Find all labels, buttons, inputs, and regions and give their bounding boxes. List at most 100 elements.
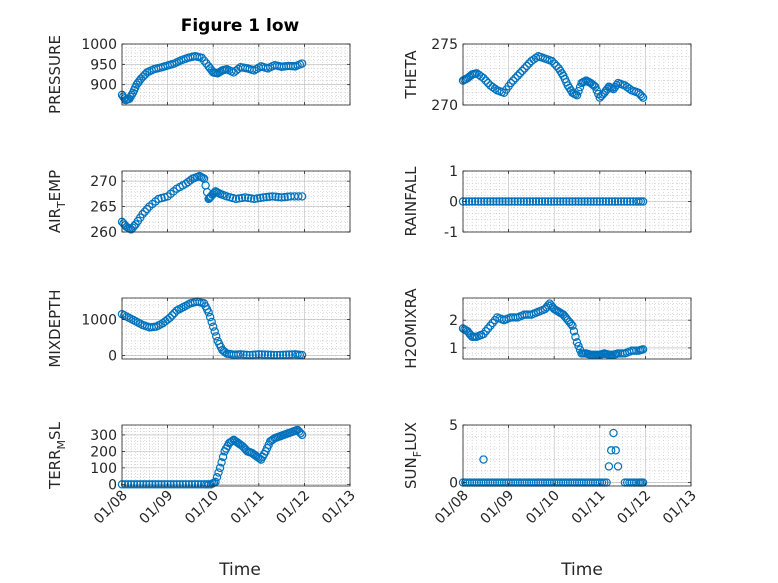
data-point — [181, 480, 191, 489]
subplot-sunflux: 01/08 01/09 01/10 01/11 01/12 01/13 0 5 SUNFLUX — [402, 418, 700, 527]
y-tick-label: 0 — [108, 477, 117, 493]
data-point — [609, 428, 618, 438]
data-point — [486, 321, 495, 330]
data-point-interp — [528, 197, 538, 206]
data-point-interp — [580, 77, 589, 86]
data-point-interp — [142, 204, 152, 214]
data-point-interp — [239, 350, 248, 359]
data-point — [513, 71, 522, 80]
data-point-interp — [488, 82, 497, 92]
y-tick-label: 5 — [449, 418, 458, 434]
data-point-interp — [133, 78, 143, 87]
data-point-interp — [622, 82, 632, 92]
data-point-interp — [635, 90, 645, 99]
data-point-interp — [636, 197, 646, 206]
data-point — [467, 197, 477, 206]
data-point — [479, 455, 488, 464]
data-point-interp — [129, 480, 139, 489]
data-point-interp — [507, 197, 516, 206]
data-point-interp — [119, 219, 128, 228]
subplot-mixdepth: 0 1000 MIXDEPTH — [46, 289, 351, 368]
data-point-interp — [136, 213, 145, 222]
subplot-rainfall: -1 0 1 RAINFALL — [402, 164, 692, 241]
data-point — [486, 197, 495, 206]
data-point — [277, 193, 286, 202]
data-point-interp — [607, 197, 617, 206]
data-point-interp — [534, 197, 544, 206]
data-point — [577, 197, 586, 206]
data-point-interp — [274, 192, 283, 202]
data-point-interp — [126, 92, 135, 102]
data-point-interp — [157, 480, 166, 489]
data-point-interp — [166, 480, 175, 489]
data-point-interp — [516, 197, 525, 206]
data-point-interp — [583, 197, 592, 206]
x-axis-label-right: Time — [560, 560, 603, 580]
axes-box-mixdepth — [121, 297, 351, 360]
y-tick-label: 900 — [90, 78, 117, 94]
data-point-interp — [492, 197, 501, 206]
data-point — [145, 480, 154, 489]
data-point-interp — [167, 311, 177, 320]
data-point-interp — [167, 59, 177, 69]
data-point-interp — [169, 187, 178, 196]
data-point-interp — [257, 350, 267, 359]
data-point-interp — [184, 480, 194, 489]
data-point — [268, 192, 277, 201]
data-point-interp — [151, 480, 160, 489]
y-axis-label-terrmsl: TERRMSL — [46, 421, 68, 490]
data-point-interp — [612, 80, 621, 90]
data-point-interp — [619, 197, 629, 206]
x-tick-label: 01/09 — [137, 488, 177, 528]
data-point-interp — [214, 468, 223, 477]
subplot-h2omixra: 1 2 H2OMIXRA — [402, 288, 692, 369]
data-point — [504, 197, 513, 206]
data-point-interp — [515, 69, 525, 78]
data-point — [540, 197, 550, 206]
data-point — [215, 463, 225, 473]
data-point-interp — [546, 197, 556, 206]
data-point-interp — [497, 87, 506, 97]
data-point-interp — [553, 197, 562, 206]
x-tick-label: 01/12 — [273, 488, 313, 528]
axes-box-theta — [462, 43, 692, 106]
data-point-interp — [580, 349, 589, 358]
y-tick-label: 0 — [449, 195, 458, 211]
data-point-interp — [221, 65, 230, 74]
data-point-interp — [483, 197, 492, 206]
data-point — [240, 193, 250, 202]
data-point — [263, 350, 273, 359]
subplot-airtemp: 260 265 270 AIRTEMP — [46, 170, 351, 241]
subplot-pressure: 900 950 1000 PRESSURE — [46, 35, 351, 114]
data-point-interp — [601, 197, 611, 206]
data-point-interp — [204, 480, 213, 489]
data-point — [522, 197, 532, 206]
y-axis-label-sunflux: SUNFLUX — [402, 422, 424, 489]
data-point-interp — [169, 480, 178, 489]
y-tick-label: 100 — [90, 461, 117, 477]
data-point-interp — [234, 194, 244, 203]
data-point-interp — [260, 350, 270, 359]
axes-box-airtemp — [121, 170, 351, 233]
data-point-interp — [193, 480, 203, 489]
data-point-interp — [592, 197, 601, 206]
data-point — [531, 197, 541, 206]
data-point-interp — [212, 473, 222, 482]
data-point-interp — [571, 197, 580, 206]
data-point-interp — [205, 312, 215, 322]
data-point — [586, 197, 595, 206]
data-point-interp — [510, 197, 519, 206]
data-point-interp — [127, 90, 136, 100]
data-point-interp — [269, 350, 279, 360]
data-point-interp — [242, 350, 251, 360]
data-point — [613, 462, 623, 471]
data-point-interp — [610, 197, 620, 206]
data-point-interp — [632, 346, 641, 355]
y-tick-label: 270 — [431, 98, 458, 114]
figure-title: Figure 1 low — [181, 16, 300, 36]
data-point-interp — [175, 480, 184, 489]
x-tick-label: 01/12 — [614, 488, 654, 528]
x-tick-label: 01/08 — [432, 488, 472, 528]
data-point-interp — [474, 197, 483, 206]
